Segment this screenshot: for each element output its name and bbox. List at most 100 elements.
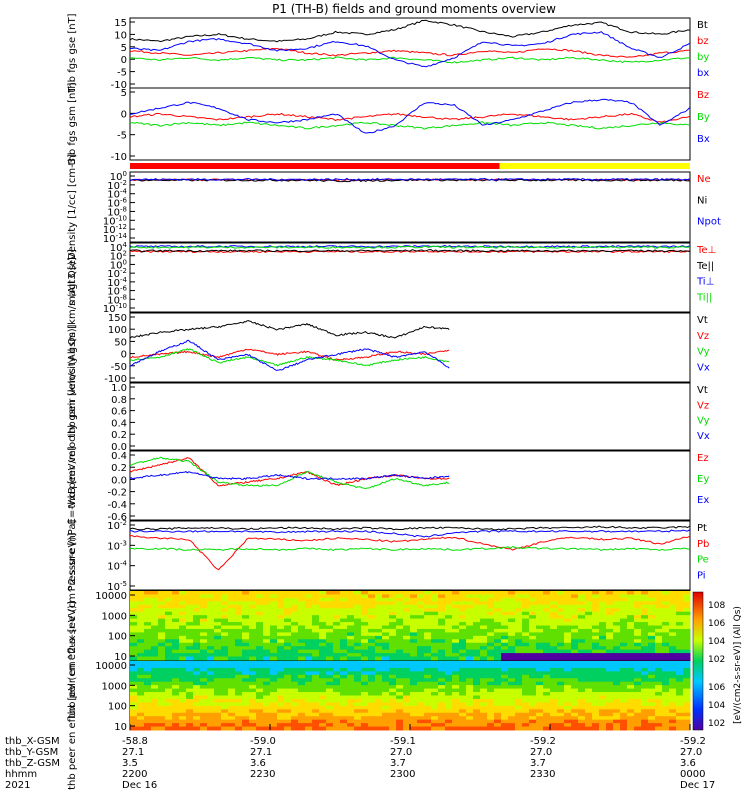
heatmap-cell [130, 639, 138, 644]
heatmap-cell [641, 664, 649, 669]
heatmap-cell [284, 628, 292, 633]
heatmap-cell [319, 698, 327, 703]
heatmap-cell [431, 698, 439, 703]
heatmap-cell [543, 709, 551, 714]
heatmap-cell [459, 594, 467, 599]
heatmap-cell [473, 712, 481, 717]
heatmap-cell [137, 604, 145, 609]
heatmap-cell [403, 632, 411, 637]
heatmap-cell [396, 635, 404, 640]
heatmap-cell [473, 688, 481, 693]
heatmap-cell [242, 653, 250, 658]
heatmap-cell [536, 625, 544, 630]
heatmap-cell [480, 712, 488, 717]
heatmap-cell [620, 688, 628, 693]
heatmap-cell [522, 646, 530, 651]
heatmap-cell [179, 695, 187, 700]
heatmap-cell [599, 681, 607, 686]
heatmap-cell [326, 681, 334, 686]
heatmap-cell [662, 625, 670, 630]
heatmap-cell [298, 646, 306, 651]
heatmap-cell [564, 635, 572, 640]
legend-entry: Vz [697, 400, 709, 411]
heatmap-cell [193, 702, 201, 707]
heatmap-cell [634, 671, 642, 676]
heatmap-cell [543, 639, 551, 644]
heatmap-cell [256, 649, 264, 654]
heatmap-cell [151, 705, 159, 710]
heatmap-cell [270, 615, 278, 620]
heatmap-cell [347, 611, 355, 616]
heatmap-cell [480, 698, 488, 703]
heatmap-cell [592, 601, 600, 606]
heatmap-cell [508, 695, 516, 700]
heatmap-cell [473, 681, 481, 686]
heatmap-cell [151, 601, 159, 606]
heatmap-cell [186, 632, 194, 637]
heatmap-cell [298, 597, 306, 602]
heatmap-cell [452, 628, 460, 633]
heatmap-cell [403, 591, 411, 595]
heatmap-cell [270, 716, 278, 721]
heatmap-cell [459, 674, 467, 679]
heatmap-cell [424, 702, 432, 707]
heatmap-cell [634, 628, 642, 633]
heatmap-cell [368, 726, 376, 731]
heatmap-cell [431, 671, 439, 676]
heatmap-cell [158, 639, 166, 644]
heatmap-cell [256, 642, 264, 647]
heatmap-cell [445, 591, 453, 595]
heatmap-cell [193, 705, 201, 710]
heatmap-cell [536, 681, 544, 686]
heatmap-cell [550, 726, 558, 731]
heatmap-cell [669, 709, 677, 714]
heatmap-cell [487, 692, 495, 696]
panel-frame [129, 382, 691, 451]
heatmap-cell [326, 628, 334, 633]
heatmap-cell [676, 625, 684, 630]
heatmap-cell [424, 601, 432, 606]
heatmap-cell [494, 702, 502, 707]
heatmap-cell [375, 667, 383, 672]
heatmap-cell [592, 639, 600, 644]
heatmap-cell [452, 726, 460, 731]
heatmap-cell [410, 726, 418, 731]
heatmap-cell [473, 635, 481, 640]
heatmap-cell [564, 726, 572, 731]
heatmap-cell [249, 646, 257, 651]
heatmap-cell [536, 692, 544, 696]
heatmap-cell [144, 688, 152, 693]
heatmap-cell [641, 594, 649, 599]
heatmap-cell [207, 618, 215, 623]
heatmap-cell [613, 695, 621, 700]
heatmap-cell [515, 625, 523, 630]
heatmap-cell [291, 678, 299, 683]
heatmap-cell [221, 601, 229, 606]
heatmap-cell [564, 642, 572, 647]
y-tick-label: 100 [108, 702, 127, 713]
heatmap-cell [291, 698, 299, 703]
heatmap-cell [578, 615, 586, 620]
heatmap-cell [662, 692, 670, 696]
heatmap-cell [228, 618, 236, 623]
heatmap-cell [158, 635, 166, 640]
heatmap-cell [564, 705, 572, 710]
heatmap-cell [137, 695, 145, 700]
heatmap-cell [410, 656, 418, 661]
heatmap-cell [361, 661, 369, 665]
heatmap-cell [214, 664, 222, 669]
heatmap-cell [326, 611, 334, 616]
heatmap-cell [165, 726, 173, 731]
heatmap-cell [473, 601, 481, 606]
heatmap-cell [179, 618, 187, 623]
heatmap-cell [606, 719, 614, 724]
heatmap-cell [396, 622, 404, 626]
heatmap-cell [396, 597, 404, 602]
heatmap-cell [347, 653, 355, 658]
heatmap-cell [361, 604, 369, 609]
heatmap-cell [634, 695, 642, 700]
heatmap-cell [235, 635, 243, 640]
heatmap-cell [522, 591, 530, 595]
heatmap-cell [235, 688, 243, 693]
heatmap-cell [403, 635, 411, 640]
